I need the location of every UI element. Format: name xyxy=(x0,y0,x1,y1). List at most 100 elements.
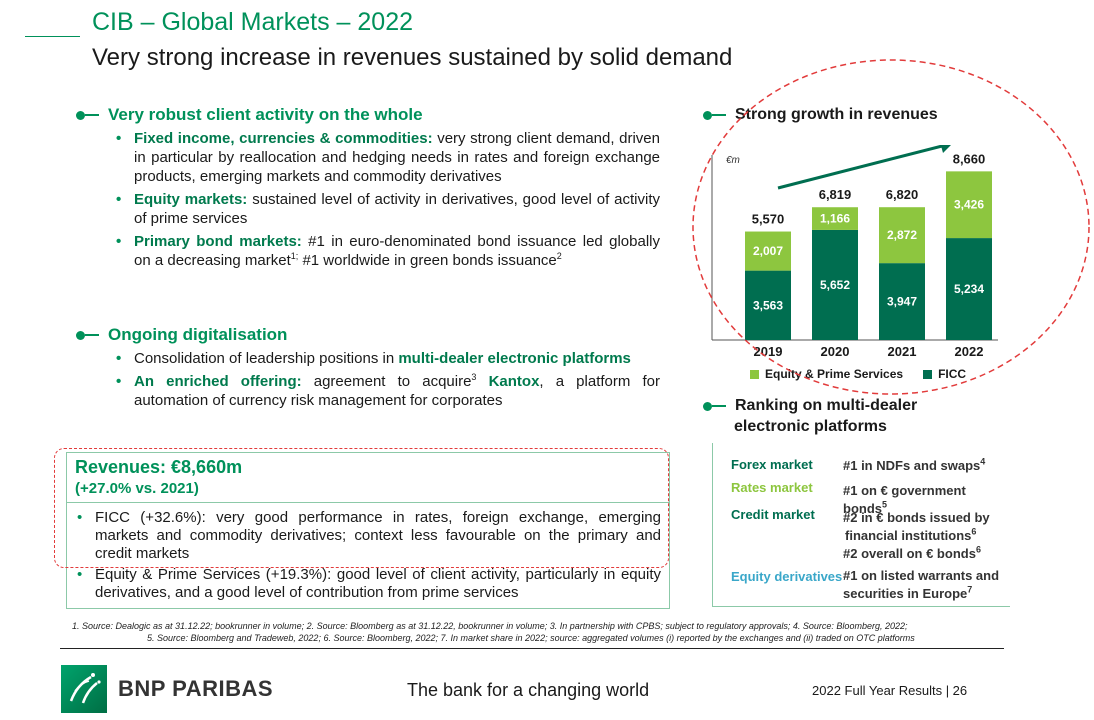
list-item: • FICC (+32.6%): very good performance in… xyxy=(77,509,661,562)
list-item: • An enriched offering: agreement to acqu… xyxy=(116,372,660,410)
ranking-value-forex: #1 in NDFs and swaps4 xyxy=(843,456,986,473)
item-bold-label: Fixed income, currencies & commodities: xyxy=(134,130,433,147)
ranking-market-credit: Credit market xyxy=(731,507,815,522)
item-text: agreement to acquire xyxy=(301,373,472,390)
item-text: , a platform for automation of currency … xyxy=(134,373,660,409)
list-item: • Consolidation of leadership positions i… xyxy=(116,350,631,367)
bullet-dot-icon xyxy=(703,401,712,411)
bnp-logo-icon xyxy=(61,665,107,713)
section-heading-label: Very robust client activity on the whole xyxy=(108,105,423,124)
bullet-dash-icon xyxy=(712,114,726,116)
data-label-equity-2022: 3,426 xyxy=(954,198,984,212)
legend-label-equity: Equity & Prime Services xyxy=(765,367,904,381)
item-text: #1 in euro-denominated bond issuance led… xyxy=(134,233,660,269)
total-label-2021: 6,820 xyxy=(886,187,919,202)
footnote-line-1: 1. Source: Dealogic as at 31.12.22; book… xyxy=(72,621,908,631)
ranking-market-equity: Equity derivatives xyxy=(731,569,843,584)
item-text: Equity & Prime Services (+19.3%): good l… xyxy=(95,566,661,601)
section-heading-client-activity: Very robust client activity on the whole xyxy=(76,105,423,125)
x-tick-label-2020: 2020 xyxy=(821,344,850,359)
ranking-heading-label: Ranking on multi-dealer xyxy=(735,397,918,414)
item-bold-label: Equity markets: xyxy=(134,191,248,208)
total-label-2019: 5,570 xyxy=(752,212,785,227)
ranking-heading: Ranking on multi-dealer xyxy=(703,397,917,415)
revenues-title: Revenues: €8,660m xyxy=(75,457,243,477)
item-text: FICC (+32.6%): very good performance in … xyxy=(95,509,661,562)
section-heading-digitalisation: Ongoing digitalisation xyxy=(76,325,287,345)
section-heading-label: Ongoing digitalisation xyxy=(108,325,288,344)
bullet-dot-icon xyxy=(76,330,85,340)
legend-swatch-ficc xyxy=(923,369,933,379)
footnote-ref: 2 xyxy=(556,251,562,261)
bullet-dot-icon xyxy=(703,110,712,120)
footnote-line-2: 5. Source: Bloomberg and Tradeweb, 2022;… xyxy=(147,633,915,643)
annotation-dashed-rectangle xyxy=(54,448,669,568)
revenues-header: Revenues: €8,660m (+27.0% vs. 2021) xyxy=(67,453,669,503)
revenues-list: • FICC (+32.6%): very good performance in… xyxy=(67,503,669,602)
item-bold-label: multi-dealer electronic platforms xyxy=(398,350,631,367)
legend-label-ficc: FICC xyxy=(938,367,967,381)
data-label-ficc-2020: 5,652 xyxy=(820,278,850,292)
item-bold-label: Kantox xyxy=(476,373,540,390)
title-rule xyxy=(25,36,80,37)
list-item: • Equity markets: sustained level of acti… xyxy=(116,191,660,227)
footnote-ref: 1; xyxy=(290,251,299,261)
ranking-value-rates: #1 on € government bonds5 xyxy=(843,483,966,516)
bullet-dash-icon xyxy=(85,334,99,336)
data-label-equity-2020: 1,166 xyxy=(820,212,850,226)
bar-equity-2021 xyxy=(879,207,925,264)
legend-swatch-equity xyxy=(750,369,759,379)
bar-ficc-2020 xyxy=(812,229,858,340)
revenues-growth: (+27.0% vs. 2021) xyxy=(75,480,199,497)
footnote-ref: 3 xyxy=(471,372,477,382)
ranking-market-forex: Forex market xyxy=(731,457,813,472)
brand-name: BNP PARIBAS xyxy=(118,676,274,701)
footer-rule xyxy=(60,648,1004,649)
list-item: • Fixed income, currencies & commodities:… xyxy=(116,130,660,185)
item-bold-label: Primary bond markets: xyxy=(134,233,302,250)
revenues-box: Revenues: €8,660m (+27.0% vs. 2021) • FIC… xyxy=(66,452,670,609)
chart-unit-label: €m xyxy=(726,155,740,166)
bar-ficc-2019 xyxy=(745,270,791,340)
data-label-equity-2021: 2,872 xyxy=(887,228,917,242)
bar-ficc-2022 xyxy=(946,238,992,340)
data-label-ficc-2019: 3,563 xyxy=(753,298,783,312)
footnotes: 1. Source: Dealogic as at 31.12.22; book… xyxy=(72,620,1002,644)
x-tick-label-2019: 2019 xyxy=(754,344,783,359)
bar-equity-2019 xyxy=(745,231,791,271)
ranking-table: Forex market #1 in NDFs and swaps4 Rates… xyxy=(712,443,1010,607)
bullet-dash-icon xyxy=(85,114,99,116)
chart-heading: Strong growth in revenues xyxy=(703,106,938,124)
bar-ficc-2021 xyxy=(879,263,925,340)
client-activity-list: • Fixed income, currencies & commodities:… xyxy=(114,129,660,274)
list-item: • Equity & Prime Services (+19.3%): good … xyxy=(77,566,661,601)
ranking-heading-line2: electronic platforms xyxy=(734,418,887,435)
x-tick-label-2022: 2022 xyxy=(955,344,984,359)
digitalisation-list: • Consolidation of leadership positions i… xyxy=(114,349,660,414)
item-text: #1 worldwide in green bonds issuance xyxy=(298,252,557,269)
x-tick-label-2021: 2021 xyxy=(888,344,917,359)
data-label-ficc-2022: 5,234 xyxy=(954,282,984,296)
ranking-market-rates: Rates market xyxy=(731,480,813,495)
bullet-dot-icon xyxy=(76,110,85,120)
bar-equity-2020 xyxy=(812,207,858,230)
growth-arrow-icon xyxy=(777,145,951,190)
data-label-ficc-2021: 3,947 xyxy=(887,295,917,309)
page-subtitle: Very strong increase in revenues sustain… xyxy=(92,44,733,71)
bars-group: 3,563 2,007 5,570 2019 5,652 1,166 6,819 2020 3,… xyxy=(745,151,992,359)
item-bold-label: An enriched offering: xyxy=(134,373,302,390)
bullet-dash-icon xyxy=(712,405,726,407)
item-text: Consolidation of leadership positions in xyxy=(134,350,399,367)
data-label-equity-2019: 2,007 xyxy=(753,244,783,258)
item-text: sustained level of activity in derivativ… xyxy=(134,191,660,227)
annotation-dashed-ellipse xyxy=(692,59,1090,395)
total-label-2020: 6,819 xyxy=(819,187,852,202)
page-reference: 2022 Full Year Results | 26 xyxy=(812,683,968,698)
brand-tagline: The bank for a changing world xyxy=(407,680,650,700)
page-title: CIB – Global Markets – 2022 xyxy=(92,8,413,36)
revenue-chart: €m 3,563 2,007 5,570 2019 5,652 1,166 6,819 202… xyxy=(711,145,998,359)
item-text: very strong client demand, driven in par… xyxy=(134,130,660,185)
list-item: • Primary bond markets: #1 in euro-denomi… xyxy=(116,233,660,269)
ranking-value-equity: #1 on listed warrants and securities in … xyxy=(843,568,1000,601)
chart-heading-label: Strong growth in revenues xyxy=(735,106,938,123)
